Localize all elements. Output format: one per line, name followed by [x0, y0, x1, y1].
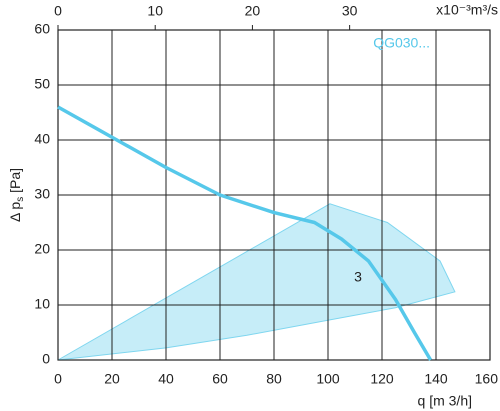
- x-axis-label: q [m 3/h]: [418, 393, 472, 409]
- x-tick-label: 40: [158, 371, 174, 387]
- x-tick-label: 120: [370, 371, 394, 387]
- y-tick-label: 40: [34, 131, 50, 147]
- x-tick-label: 0: [54, 371, 62, 387]
- x2-tick-label: 30: [342, 3, 358, 19]
- x2-axis-label: x10⁻³m³/s: [436, 2, 498, 18]
- x-tick-label: 80: [266, 371, 282, 387]
- y-label-unit: [Pa]: [7, 168, 23, 193]
- operating-region: [57, 203, 456, 361]
- x-tick-label: 100: [316, 371, 340, 387]
- x2-tick-label: 20: [245, 3, 261, 19]
- curve-label: 3: [354, 269, 362, 285]
- x-tick-label: 160: [475, 371, 499, 387]
- x-tick-label: 20: [104, 371, 120, 387]
- y-label-main: Δ p: [7, 202, 23, 222]
- x2-tick-label: 10: [147, 3, 163, 19]
- y-tick-label: 0: [42, 351, 50, 367]
- x2-tick-label: 0: [54, 3, 62, 19]
- y-tick-label: 20: [34, 241, 50, 257]
- y-tick-label: 30: [34, 186, 50, 202]
- x-tick-label: 60: [212, 371, 228, 387]
- y-tick-label: 60: [34, 21, 50, 37]
- x-tick-label: 140: [424, 371, 448, 387]
- y-tick-label: 50: [34, 76, 50, 92]
- legend-label: QG030...: [373, 35, 430, 51]
- y-label-sub: s: [15, 197, 26, 202]
- y-axis-label: Δ ps [Pa]: [7, 168, 26, 222]
- y-tick-label: 10: [34, 296, 50, 312]
- curve: [57, 105, 433, 361]
